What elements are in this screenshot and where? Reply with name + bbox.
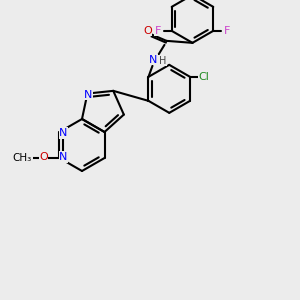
Text: O: O	[39, 152, 48, 162]
Text: F: F	[224, 26, 230, 36]
Text: N: N	[149, 55, 158, 65]
Text: N: N	[59, 128, 68, 138]
Text: N: N	[59, 152, 68, 162]
Text: CH₃: CH₃	[13, 153, 32, 163]
Text: O: O	[143, 26, 152, 36]
Text: Cl: Cl	[199, 72, 209, 82]
Text: methoxy: methoxy	[20, 156, 27, 158]
Text: N: N	[84, 90, 93, 100]
Text: H: H	[159, 56, 166, 66]
Text: F: F	[154, 26, 161, 36]
